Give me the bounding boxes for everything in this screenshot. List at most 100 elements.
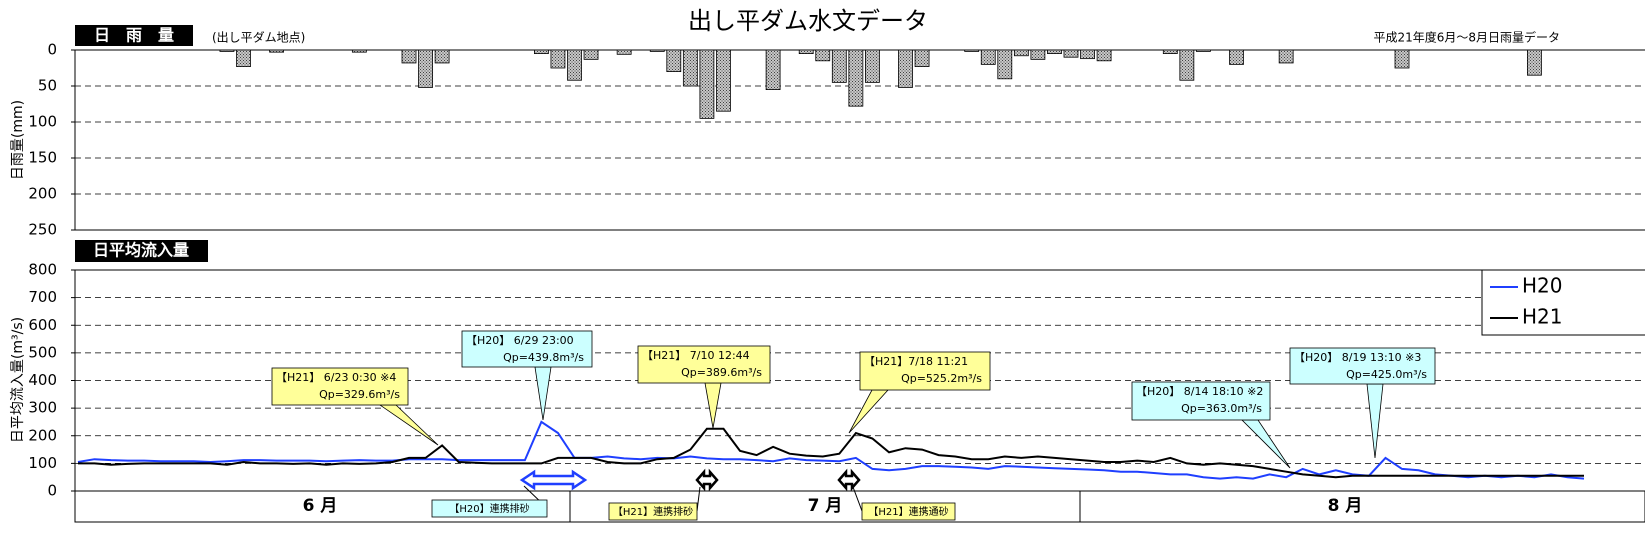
y-tick-label: 250 xyxy=(28,221,57,239)
y-tick-label: 500 xyxy=(28,343,57,361)
y-tick-label: 0 xyxy=(47,41,57,59)
bar xyxy=(1229,49,1244,65)
callout-box xyxy=(637,345,771,384)
callout-pointer xyxy=(848,389,889,434)
callout-text: 【H20】 8/19 13:10 ※3 xyxy=(1294,351,1421,364)
event-label: 【H21】連携排砂 xyxy=(613,505,693,518)
series-line xyxy=(77,420,1585,480)
bar xyxy=(351,49,367,53)
y-axis-label: 日平均流入量(m³/s) xyxy=(10,317,26,443)
source: 平成21年度6月～8月日雨量データ xyxy=(1373,30,1560,45)
event-pointer xyxy=(696,486,701,512)
bar xyxy=(219,49,235,52)
callout-box xyxy=(461,330,593,368)
callout-text: Qp=439.8m³/s xyxy=(503,351,584,364)
callout-text: Qp=329.6m³/s xyxy=(319,388,400,401)
panel-header: 日 雨 量 xyxy=(94,26,174,45)
bar xyxy=(964,49,980,52)
bar xyxy=(236,49,251,67)
bar xyxy=(434,49,450,64)
bar xyxy=(980,49,996,65)
bar xyxy=(815,49,831,62)
y-tick-label: 150 xyxy=(28,149,57,167)
bar xyxy=(914,49,930,67)
callout-text: 【H21】7/18 11:21 xyxy=(864,355,968,368)
callout-text: 【H21】 6/23 0:30 ※4 xyxy=(276,371,396,384)
bar xyxy=(1096,49,1112,62)
bar xyxy=(583,49,599,60)
bar xyxy=(682,49,698,87)
bar xyxy=(1179,49,1195,81)
event-pointer xyxy=(852,486,863,512)
callout-box xyxy=(271,367,409,406)
callout-text: 【H20】 8/14 18:10 ※2 xyxy=(1136,385,1263,398)
panel-header: 日平均流入量 xyxy=(93,241,189,260)
callout-text: Qp=525.2m³/s xyxy=(901,372,982,385)
bar xyxy=(898,49,913,88)
bar xyxy=(1394,49,1410,69)
y-tick-label: 100 xyxy=(28,454,57,472)
bar xyxy=(1063,49,1079,58)
bar xyxy=(716,49,731,112)
bar xyxy=(848,49,864,107)
month-label: 7 月 xyxy=(808,496,843,516)
callout-box xyxy=(859,351,991,391)
y-tick-label: 200 xyxy=(28,426,57,444)
header-box xyxy=(75,240,208,262)
callout-text: Qp=425.0m³/s xyxy=(1346,368,1427,381)
bar xyxy=(1013,49,1029,57)
bar xyxy=(616,49,632,55)
callout-text: Qp=363.0m³/s xyxy=(1181,402,1262,415)
callout-pointer xyxy=(534,366,552,421)
y-tick-label: 700 xyxy=(28,288,57,306)
y-tick-label: 300 xyxy=(28,399,57,417)
bar xyxy=(1196,49,1211,52)
event-arrow xyxy=(519,469,588,491)
bar xyxy=(567,49,582,81)
callout-pointer xyxy=(1241,419,1291,469)
bar xyxy=(997,49,1013,80)
bar xyxy=(1278,49,1294,64)
month-label: 6 月 xyxy=(303,496,338,516)
callout-pointer xyxy=(378,404,439,446)
callout-box xyxy=(1289,347,1436,385)
bar xyxy=(699,49,715,119)
series-line xyxy=(78,427,1584,479)
y-tick-label: 400 xyxy=(28,371,57,389)
bar xyxy=(1047,49,1062,54)
event-box xyxy=(861,502,956,521)
event-arrow xyxy=(695,468,719,492)
bar xyxy=(550,49,566,69)
callout-pointer xyxy=(1366,383,1384,459)
chart-title: 出し平ダム水文データ xyxy=(688,7,928,35)
bar xyxy=(1162,49,1178,54)
legend-box xyxy=(1481,269,1645,336)
bar xyxy=(649,49,665,52)
y-tick-label: 0 xyxy=(47,482,57,500)
y-axis-label: 日雨量(mm) xyxy=(10,100,26,180)
bar xyxy=(865,49,880,83)
bar xyxy=(534,49,549,54)
callout-text: 【H21】 7/10 12:44 xyxy=(642,349,750,362)
callout-text: Qp=389.6m³/s xyxy=(681,366,762,379)
y-tick-label: 800 xyxy=(28,261,57,279)
callout-text: 【H20】 6/29 23:00 xyxy=(466,334,574,347)
y-tick-label: 600 xyxy=(28,316,57,334)
note: (出し平ダム地点) xyxy=(212,30,305,45)
callout-box xyxy=(1131,381,1271,421)
bar xyxy=(1080,49,1095,60)
bar xyxy=(269,49,285,53)
event-arrow xyxy=(837,468,861,492)
y-tick-label: 50 xyxy=(38,77,57,95)
event-box xyxy=(608,502,698,521)
y-tick-label: 200 xyxy=(28,185,57,203)
callout-pointer xyxy=(704,382,722,429)
month-cell xyxy=(1079,490,1645,523)
bar xyxy=(418,49,433,88)
event-label: 【H21】連携通砂 xyxy=(868,505,948,518)
bar xyxy=(401,49,417,64)
legend-label: H20 xyxy=(1522,274,1563,298)
legend-label: H21 xyxy=(1522,305,1563,329)
